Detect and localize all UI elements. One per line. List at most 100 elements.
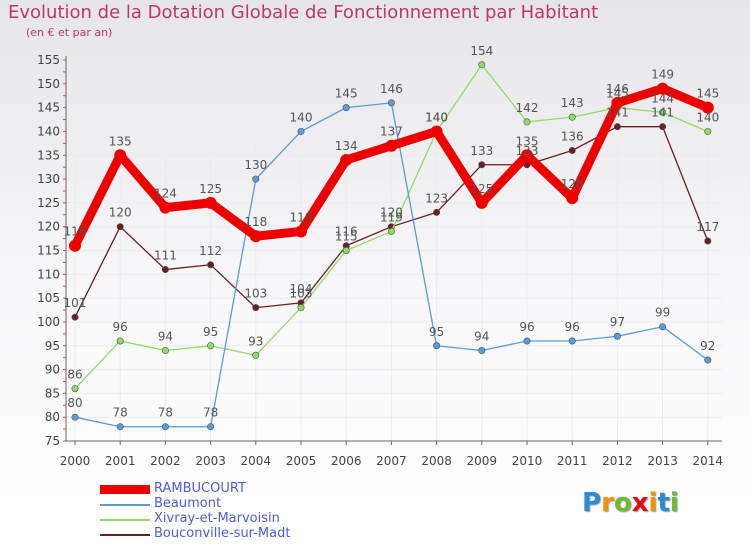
- data-point: [159, 201, 172, 214]
- data-label: 103: [244, 287, 267, 301]
- data-label: 97: [610, 315, 625, 329]
- data-label: 146: [380, 82, 403, 96]
- data-point: [523, 337, 531, 345]
- data-point: [71, 413, 79, 421]
- data-label: 96: [565, 320, 580, 334]
- x-tick-label: 2009: [467, 454, 498, 468]
- data-point: [297, 127, 305, 135]
- data-point: [704, 237, 712, 245]
- data-label: 94: [158, 330, 173, 344]
- x-tick-label: 2003: [195, 454, 226, 468]
- legend-item: Xivray-et-Marvoisin: [100, 511, 400, 527]
- data-point: [295, 225, 307, 238]
- y-tick-label: 115: [37, 244, 60, 258]
- x-tick-label: 2001: [105, 454, 136, 468]
- data-label: 119: [380, 210, 403, 224]
- data-label: 125: [199, 182, 222, 196]
- data-point: [704, 356, 712, 364]
- data-point: [659, 323, 667, 331]
- data-label: 140: [696, 110, 719, 124]
- data-point: [387, 99, 395, 107]
- data-point: [204, 196, 217, 209]
- data-label: 135: [516, 134, 539, 148]
- legend-swatch: [100, 534, 150, 536]
- data-point: [523, 118, 531, 126]
- data-label: 78: [203, 406, 218, 420]
- data-label: 111: [154, 249, 177, 263]
- logo-letter: i: [648, 488, 658, 518]
- logo-letter: o: [613, 488, 632, 518]
- data-point: [613, 332, 621, 340]
- y-tick-label: 155: [37, 53, 60, 67]
- data-label: 140: [425, 110, 448, 124]
- data-label: 154: [470, 44, 493, 58]
- data-label: 78: [113, 406, 128, 420]
- data-point: [207, 342, 215, 350]
- logo-letter: i: [669, 488, 679, 518]
- data-point: [161, 266, 169, 274]
- data-label: 124: [154, 187, 177, 201]
- data-point: [340, 154, 353, 167]
- chart-subtitle: (en € et par an): [26, 26, 113, 39]
- data-label: 133: [516, 144, 539, 158]
- data-point: [114, 149, 127, 162]
- x-tick-label: 2014: [693, 454, 724, 468]
- data-label: 125: [470, 182, 493, 196]
- data-label: 117: [696, 220, 719, 234]
- data-label: 144: [651, 91, 674, 105]
- data-point: [71, 385, 79, 393]
- data-label: 145: [335, 87, 358, 101]
- data-point: [116, 423, 124, 431]
- data-point: [116, 223, 124, 231]
- data-label: 145: [606, 87, 629, 101]
- logo-letter: t: [657, 488, 670, 518]
- legend-swatch: [100, 485, 150, 494]
- data-point: [704, 127, 712, 135]
- data-point: [207, 261, 215, 269]
- data-label: 136: [561, 129, 584, 143]
- y-tick-label: 90: [45, 363, 60, 377]
- data-point: [116, 337, 124, 345]
- data-label: 94: [474, 330, 489, 344]
- y-tick-label: 75: [45, 434, 60, 448]
- data-point: [297, 304, 305, 312]
- data-point: [430, 125, 443, 138]
- x-tick-label: 2008: [421, 454, 452, 468]
- data-label: 140: [290, 110, 313, 124]
- data-label: 101: [64, 296, 87, 310]
- data-point: [659, 123, 667, 131]
- data-point: [566, 192, 579, 205]
- data-label: 137: [380, 125, 403, 139]
- data-label: 133: [470, 144, 493, 158]
- y-tick-label: 130: [37, 172, 60, 186]
- data-label: 86: [67, 368, 82, 382]
- data-point: [613, 123, 621, 131]
- data-point: [387, 227, 395, 235]
- data-label: 140: [425, 110, 448, 124]
- data-point: [478, 61, 486, 69]
- data-label: 143: [561, 96, 584, 110]
- legend-item: Bouconville-sur-Madt: [100, 526, 400, 542]
- legend-label: RAMBUCOURT: [154, 481, 246, 496]
- data-label: 92: [700, 339, 715, 353]
- data-point: [656, 82, 669, 95]
- legend-label: Beaumont: [154, 496, 222, 511]
- y-tick-label: 140: [37, 124, 60, 138]
- data-point: [252, 304, 260, 312]
- data-label: 78: [158, 406, 173, 420]
- y-tick-label: 100: [37, 315, 60, 329]
- data-label: 116: [64, 225, 87, 239]
- logo-letter: P: [582, 488, 602, 518]
- data-label: 118: [244, 215, 267, 229]
- data-label: 119: [290, 210, 313, 224]
- data-label: 112: [199, 244, 222, 258]
- x-tick-label: 2006: [331, 454, 362, 468]
- data-label: 116: [335, 225, 358, 239]
- data-label: 99: [655, 306, 670, 320]
- data-point: [433, 208, 441, 216]
- data-point: [478, 161, 486, 169]
- data-label: 115: [335, 230, 358, 244]
- data-point: [611, 96, 624, 109]
- data-label: 103: [290, 287, 313, 301]
